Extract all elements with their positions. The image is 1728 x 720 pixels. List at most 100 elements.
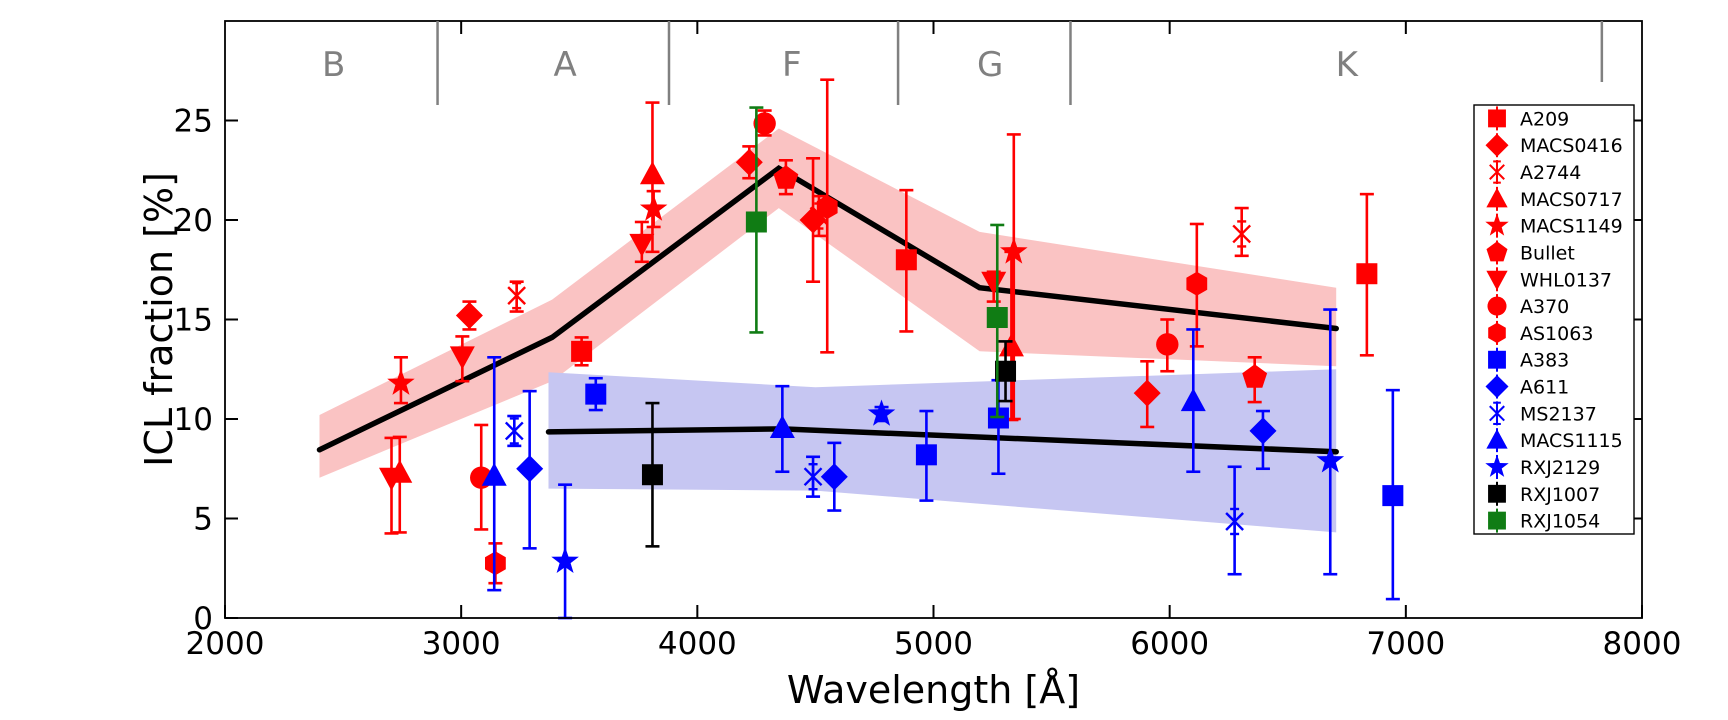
AS1063-marker: [1186, 271, 1208, 296]
legend-item-MACS0416: MACS0416: [1485, 133, 1623, 158]
RXJ1054-marker: [986, 307, 1008, 329]
legend-item-MACS1115: MACS1115: [1486, 428, 1623, 453]
MS2137-marker: [1225, 507, 1244, 536]
legend-label: MS2137: [1520, 403, 1597, 425]
legend-marker-triangle-up: [1486, 429, 1508, 449]
MACS0717-marker: [639, 161, 665, 185]
legend: A209 MACS0416 A2744 MACS0717 MACS1149 Bullet W…: [1473, 104, 1635, 535]
spectral-band-label-B: B: [322, 45, 345, 85]
A370-marker: [753, 112, 776, 135]
y-axis-label: ICL fraction [%]: [137, 172, 181, 467]
legend-item-Bullet: Bullet: [1486, 240, 1575, 265]
series-A209: [571, 188, 1378, 367]
legend-label: RXJ1054: [1520, 511, 1600, 533]
MS2137-marker: [504, 417, 524, 445]
x-tick-label: 2000: [186, 626, 265, 662]
x-tick-label: 7000: [1366, 626, 1445, 662]
x-tick-label: 4000: [658, 626, 737, 662]
legend-marker-square: [1488, 350, 1506, 369]
legend-item-A383: A383: [1488, 347, 1569, 372]
RXJ2129-marker: [867, 399, 896, 426]
legend-item-MACS1149: MACS1149: [1485, 213, 1623, 238]
legend-item-RXJ1054: RXJ1054: [1488, 508, 1600, 533]
Bullet-marker: [773, 165, 799, 189]
legend-marker-pentagon: [1486, 241, 1508, 262]
A611-marker: [516, 455, 544, 483]
spectral-band-label-K: K: [1336, 45, 1360, 85]
MACS1115-marker: [481, 462, 507, 486]
MACS1115-marker: [1180, 388, 1206, 412]
A611-marker: [1249, 417, 1277, 445]
WHL0137-marker: [981, 271, 1007, 295]
legend-marker-square: [1488, 484, 1506, 503]
blue-group-fit-band: [548, 369, 1337, 533]
y-tick-label: 5: [193, 502, 213, 538]
series-MS2137: [504, 414, 1244, 576]
series-RXJ1054: [745, 106, 1008, 419]
spectral-band-label-A: A: [553, 45, 576, 85]
MACS1149-marker: [1000, 237, 1028, 264]
legend-marker-hexagon: [1488, 322, 1506, 344]
y-tick-label: 25: [174, 104, 213, 140]
A611-marker: [820, 463, 848, 491]
MS2137-marker: [803, 463, 823, 491]
A209-marker: [1356, 263, 1378, 285]
spectral-band-label-F: F: [782, 45, 802, 85]
MACS1115-marker: [769, 414, 795, 438]
legend-item-A611: A611: [1485, 374, 1569, 399]
legend-marker-triangle-down: [1486, 270, 1508, 291]
A370-marker: [1156, 333, 1179, 356]
y-tick-label: 20: [174, 203, 213, 239]
legend-label: RXJ1007: [1520, 484, 1600, 506]
legend-marker-square: [1488, 511, 1506, 530]
A2744-marker: [507, 281, 527, 310]
legend-item-A209: A209: [1488, 106, 1569, 131]
RXJ2129-marker: [1316, 446, 1345, 473]
MACS0416-marker: [455, 302, 483, 329]
legend-label: WHL0137: [1520, 269, 1612, 291]
legend-marker-star: [1485, 454, 1509, 477]
A2744-marker: [1232, 220, 1252, 248]
legend-item-WHL0137: WHL0137: [1486, 267, 1612, 292]
legend-marker-square: [1488, 109, 1506, 128]
legend-item-RXJ1007: RXJ1007: [1488, 481, 1600, 506]
legend-marker-diamond: [1485, 133, 1509, 157]
legend-label: Bullet: [1520, 242, 1575, 264]
legend-label: MACS0717: [1520, 189, 1623, 211]
MACS0416-marker: [1133, 379, 1161, 407]
MACS1149-marker: [387, 368, 415, 395]
A383-marker: [1382, 485, 1404, 507]
RXJ1054-marker: [745, 211, 767, 233]
legend-label: MACS0416: [1520, 135, 1623, 157]
legend-marker-star: [1485, 213, 1509, 236]
WHL0137-marker: [629, 233, 655, 257]
series-RXJ1007: [641, 340, 1017, 548]
legend-item-MACS0717: MACS0717: [1486, 186, 1623, 211]
WHL0137-marker: [378, 467, 404, 491]
series-RXJ2129: [551, 308, 1345, 620]
axis-ticks: 2000 3000 4000 5000 6000 7000 8000 0 5 10 15 20 25: [174, 21, 1681, 662]
RXJ2129-marker: [551, 546, 579, 573]
legend-marker-x: [1489, 401, 1505, 425]
Bullet-marker: [1242, 364, 1268, 388]
RXJ1007-marker: [995, 360, 1017, 382]
legend-label: MACS1149: [1520, 216, 1623, 238]
WHL0137-marker: [449, 346, 475, 370]
red-group-fit-line: [316, 164, 1339, 453]
series-A611: [516, 389, 1277, 550]
legend-label: A370: [1520, 296, 1569, 318]
legend-label: A611: [1520, 377, 1569, 399]
A209-marker: [895, 249, 917, 271]
legend-marker-diamond: [1485, 375, 1509, 398]
legend-label: RXJ2129: [1520, 457, 1600, 479]
legend-item-RXJ2129: RXJ2129: [1485, 454, 1600, 479]
AS1063-marker: [816, 195, 838, 220]
x-tick-label: 6000: [1130, 626, 1209, 662]
legend-label: A383: [1520, 350, 1569, 372]
A209-marker: [571, 340, 593, 362]
legend-label: A209: [1520, 108, 1569, 130]
legend-item-AS1063: AS1063: [1488, 320, 1593, 345]
legend-marker-circle: [1487, 296, 1507, 316]
